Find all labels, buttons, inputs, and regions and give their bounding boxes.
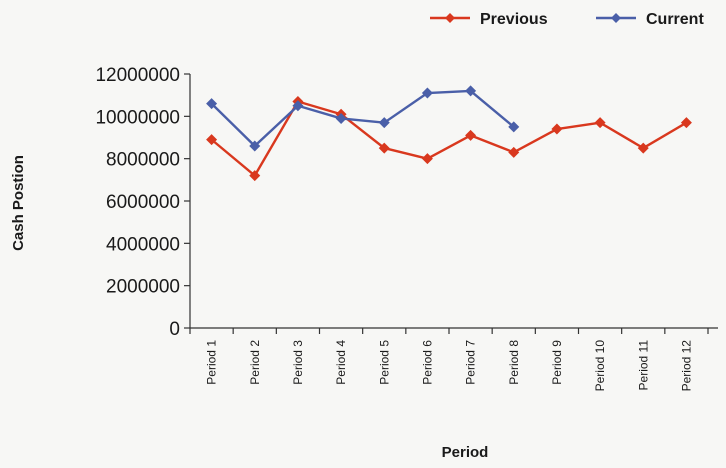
x-tick-label: Period 2 [248,340,262,385]
data-point-marker [594,117,606,129]
data-point-marker [378,142,390,154]
x-axis-title: Period [442,444,489,461]
data-point-marker [421,87,433,99]
x-tick-label: Period 9 [550,340,564,385]
legend-item-previous: Previous [430,11,548,28]
y-tick-label: 8000000 [106,150,180,171]
x-tick-label: Period 1 [205,340,219,385]
legend-marker [445,13,455,23]
y-tick-label: 10000000 [95,107,180,128]
x-tick-label: Period 8 [507,340,521,385]
series-line [210,100,688,177]
series-line [210,89,515,148]
data-point-marker [206,98,218,110]
legend-label: Current [646,11,704,28]
axes [189,74,718,329]
data-point-marker [637,142,649,154]
x-tick-label: Period 7 [464,340,478,385]
data-point-marker [465,85,477,97]
data-point-marker [680,117,692,129]
data-point-marker [292,100,304,112]
y-tick-label: 0 [169,319,180,340]
data-point-marker [378,117,390,129]
data-point-marker [508,146,520,158]
x-tick-label: Period 3 [291,340,305,385]
data-point-marker [206,134,218,146]
y-axis-ticks: 0 2000000 4000000 6000000 8000000 10000000 120… [95,65,190,340]
data-point-marker [249,170,261,182]
legend: Previous Current [430,11,704,28]
x-axis-ticks: Period 1 Period 2 Period 3 Period 4 Period 5… [189,328,709,392]
y-tick-label: 6000000 [106,192,180,213]
y-axis-title: Cash Postion [10,155,27,251]
y-tick-label: 4000000 [106,234,180,255]
data-point-marker [551,123,563,135]
series-current [206,85,520,152]
x-tick-label: Period 4 [334,340,348,385]
data-point-marker [249,140,261,152]
x-tick-label: Period 5 [377,340,391,385]
series-previous [206,96,692,182]
series-group [206,85,692,182]
x-tick-label: Period 12 [679,340,693,392]
y-tick-label: 2000000 [106,277,180,298]
x-tick-label: Period 6 [420,340,434,385]
data-point-marker [508,121,520,133]
x-tick-label: Period 10 [593,340,607,392]
x-tick-label: Period 11 [636,340,650,391]
legend-item-current: Current [596,11,704,28]
data-point-marker [421,153,433,165]
legend-label: Previous [480,11,548,28]
data-point-marker [465,129,477,141]
data-point-marker [335,112,347,124]
legend-marker [611,13,621,23]
y-tick-label: 12000000 [95,65,180,86]
